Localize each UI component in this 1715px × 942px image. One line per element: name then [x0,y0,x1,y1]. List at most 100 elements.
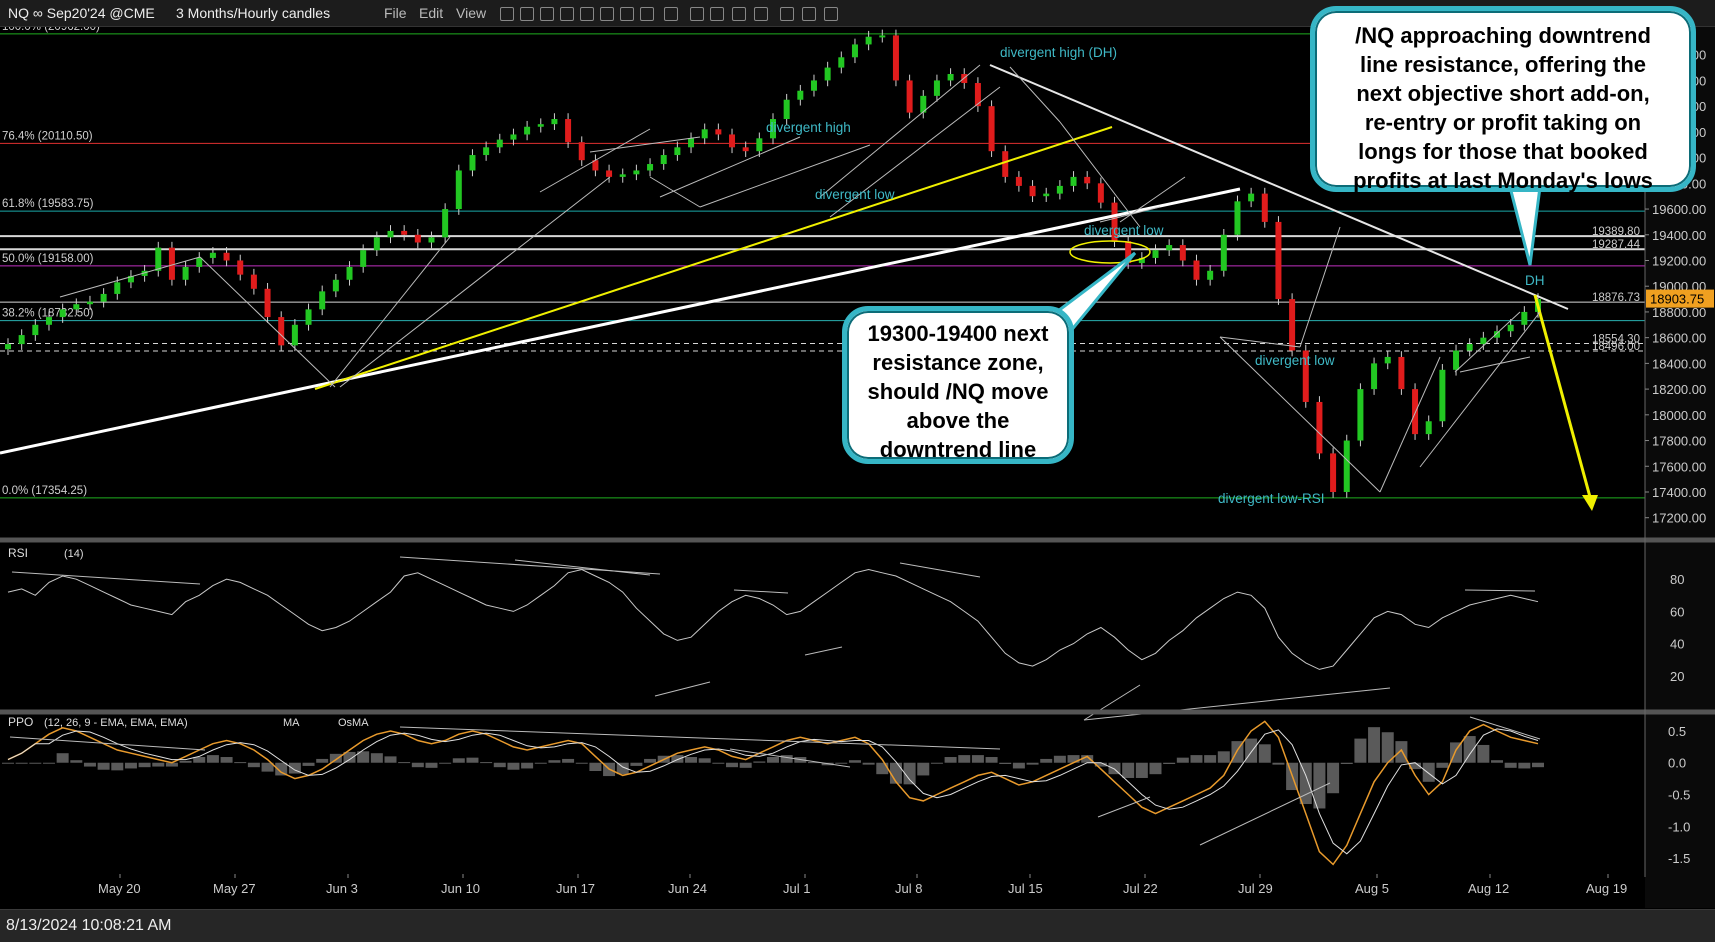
level-label: 19287.44 [1592,239,1641,251]
fib-icon[interactable] [780,7,794,21]
candle [1111,202,1118,242]
osma-bar [302,762,315,766]
candle [196,257,203,267]
channel-icon[interactable] [754,7,768,21]
candle [660,155,667,165]
settings-icon[interactable] [824,7,838,21]
annotation-label: DH [1525,273,1545,288]
osma-bar [917,762,930,776]
y-tick-label: 18000.00 [1652,408,1706,423]
candle [59,309,66,318]
wedge-line [659,136,801,198]
osma-bar [848,760,861,763]
annotation-label: divergent low [815,187,895,202]
candle [565,119,572,143]
rsi-tick-label: 40 [1670,637,1684,652]
undo-icon[interactable] [600,7,614,21]
menu-file[interactable]: File [384,5,407,21]
period-selector[interactable]: 3 Months/Hourly candles [176,5,331,21]
line-icon[interactable] [732,7,746,21]
osma-bar [452,758,465,763]
y-tick-label: 17200.00 [1652,511,1706,526]
last-price-label: 18903.75 [1650,292,1704,307]
osma-bar [507,762,520,770]
osma-bar [480,762,493,764]
candle [73,304,80,310]
candle [1056,185,1063,194]
fib-level-label: 76.4% (20110.50) [2,130,93,142]
candle [32,324,39,336]
candle [1494,331,1501,338]
candle [5,344,11,350]
osma-bar [425,762,438,768]
y-tick-label: 18600.00 [1652,331,1706,346]
candle [838,57,845,68]
candle [729,134,736,148]
fib-level-label: 50.0% (19158.00) [2,253,94,265]
candle [1466,344,1473,351]
ppo-divergence-line [1097,796,1151,818]
downtrend-line [989,64,1569,310]
y-tick-label: 17400.00 [1652,485,1706,500]
candle [988,106,995,152]
osma-bar [42,762,55,764]
zoom-icon[interactable] [540,7,554,21]
grid-icon[interactable] [690,7,704,21]
candle [1275,221,1282,300]
wedge-line [1419,311,1541,468]
cursor-icon[interactable] [500,7,514,21]
uptrend-line [0,187,1241,455]
osma-bar [1217,751,1230,763]
candle [401,230,408,235]
bars-icon[interactable] [520,7,534,21]
osma-bar [398,762,411,764]
crosshair-icon[interactable] [580,7,594,21]
osma-bar [193,757,206,763]
text-icon[interactable] [802,7,816,21]
candle [633,170,640,175]
wedge-line [829,86,1001,218]
osma-bar [220,757,233,763]
osma-bar [206,755,219,763]
callout-top-text: /NQ approaching downtrend line resistanc… [1353,23,1653,193]
timestamp: 8/13/2024 10:08:21 AM [6,917,172,934]
symbol-selector[interactable]: NQ ∞ Sep20'24 @CME [8,5,155,21]
candle [606,170,613,177]
candle [1193,260,1200,280]
wedge-line [649,176,701,208]
candle [373,237,380,251]
ppo-divergence-line [1199,782,1331,846]
osma-bar [1327,762,1340,794]
redo-icon[interactable] [620,7,634,21]
ppo-tick-label: 0.0 [1668,756,1686,771]
menu-edit[interactable]: Edit [419,5,444,21]
pan-icon[interactable] [560,7,574,21]
osma-bar [1299,762,1312,805]
x-tick-label: Aug 5 [1355,881,1389,896]
chart-area: 100.0% (20962.00) 76.4% (20110.50) 61.8% (… [0,27,1715,908]
osma-bar [630,762,643,766]
price-panel: 100.0% (20962.00) 76.4% (20110.50) 61.8% (… [0,27,1645,511]
candle [701,129,708,139]
candle [1234,201,1241,235]
wedge-line [819,64,981,198]
osma-bar [1190,755,1203,763]
y-tick-label: 17800.00 [1652,434,1706,449]
wedge-line [199,256,336,388]
candle [1125,241,1132,264]
menu-view[interactable]: View [456,5,487,21]
pointer-icon[interactable] [664,7,678,21]
osma-bar [985,757,998,763]
osma-bar [562,758,575,763]
osma-bar [726,762,739,768]
osma-bar [780,755,793,763]
x-tick-label: Aug 12 [1468,881,1509,896]
osma-bar [343,751,356,763]
brush-icon[interactable] [710,7,724,21]
wedge-line [589,136,701,153]
y-tick-label: 17600.00 [1652,459,1706,474]
candle [496,139,503,148]
candle [1207,270,1214,280]
wedge-line [339,176,611,388]
forward-icon[interactable] [640,7,654,21]
